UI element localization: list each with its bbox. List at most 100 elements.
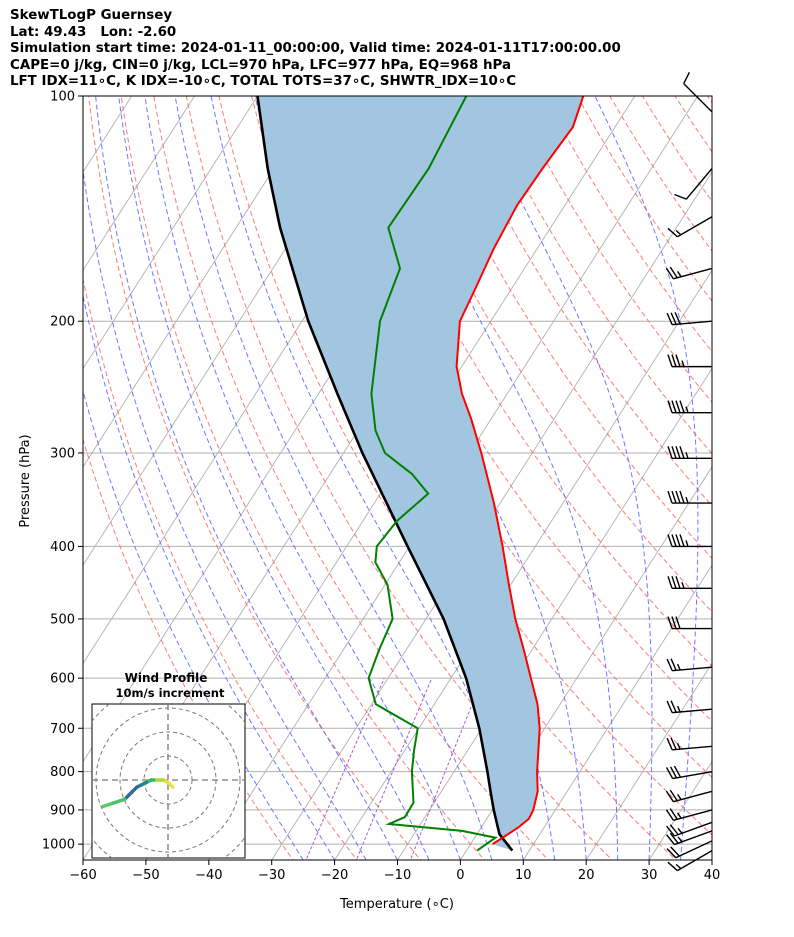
x-tick-label: −40 <box>195 868 222 883</box>
wind-barb-feather <box>671 446 677 459</box>
x-tick-label: −30 <box>258 868 285 883</box>
y-tick-label: 900 <box>50 803 75 818</box>
parcel-profile-line <box>256 96 514 852</box>
dry-adiabat-line <box>740 96 794 863</box>
chart-title-block: SkewTLogP Guernsey Lat: 49.43 Lon: -2.60… <box>10 8 621 91</box>
wind-barb <box>674 168 713 200</box>
wind-barb-staff <box>677 849 713 872</box>
wind-barb-half-feather <box>685 406 689 413</box>
mixing-ratio-line <box>305 678 385 860</box>
wind-barb-feather <box>674 312 681 325</box>
wind-barb-feather <box>669 832 679 844</box>
wind-barb <box>665 789 713 803</box>
wind-barb-feather <box>669 824 679 836</box>
isotherm-line <box>775 96 794 860</box>
wind-barb-half-feather <box>677 836 683 843</box>
dewpoint-line <box>367 96 498 852</box>
moist-adiabat-line <box>711 855 712 860</box>
x-tick-label: 30 <box>641 868 658 883</box>
wind-barb-feather <box>666 848 677 859</box>
wind-barb-staff <box>672 666 713 672</box>
mixing-ratio-line <box>355 678 433 860</box>
wind-barb <box>665 266 713 280</box>
y-tick-label: 700 <box>50 722 75 737</box>
wind-barb-feather <box>675 534 681 547</box>
wind-barb-staff <box>673 267 713 280</box>
moist-adiabat-line <box>95 96 398 860</box>
y-tick-label: 500 <box>50 612 75 627</box>
temperature-line <box>455 96 585 845</box>
moist-adiabat-line <box>174 96 493 860</box>
wind-barb <box>667 490 712 504</box>
hodograph-subtitle: 10m/s increment <box>116 686 225 700</box>
dry-adiabat-line <box>609 96 712 252</box>
dry-adiabat-line <box>251 96 712 836</box>
wind-barb-half-feather <box>677 812 682 819</box>
wind-barb-staff <box>672 745 713 751</box>
wind-barb <box>666 312 713 326</box>
dry-adiabat-line <box>88 96 422 860</box>
wind-barb-feather <box>670 312 677 325</box>
wind-barb-feather <box>665 809 674 821</box>
wind-barb-feather <box>666 700 673 713</box>
y-tick-label: 1000 <box>42 838 75 853</box>
isotherm-line <box>271 171 712 860</box>
moist-adiabat-line <box>471 96 653 860</box>
wind-barb-feather <box>675 354 681 367</box>
wind-barb-feather <box>683 71 690 84</box>
wind-barbs <box>665 71 713 872</box>
wind-barb <box>665 808 713 821</box>
wind-barb-feather <box>670 846 680 857</box>
dry-adiabat-line <box>773 96 794 863</box>
hodograph-inset: Wind Profile 10m/s increment <box>91 671 246 859</box>
wind-barb-feather <box>667 400 673 413</box>
isotherm-line <box>585 662 712 860</box>
wind-barb-feather <box>667 861 678 872</box>
isotherm-line <box>0 96 69 860</box>
wind-barb-feather <box>673 765 682 778</box>
hodograph-plot <box>92 704 245 858</box>
wind-barb <box>667 849 713 872</box>
x-tick-label: −20 <box>321 868 348 883</box>
wind-barb-staff <box>672 320 713 326</box>
wind-barb <box>667 354 712 368</box>
dry-adiabat-line <box>511 96 712 404</box>
wind-barb-feather <box>667 227 678 238</box>
wind-barb-feather <box>667 446 673 459</box>
y-axis-ticks: 1000 900 800 700 600 500 400 300 200 100 <box>42 90 83 853</box>
location-line: Lat: 49.43 Lon: -2.60 <box>10 24 177 40</box>
wind-barb-feather <box>666 658 673 671</box>
wind-barb-feather <box>667 534 673 547</box>
cape-shading <box>257 96 584 851</box>
x-axis-label: Temperature (∘C) <box>339 897 454 912</box>
wind-barb-staff <box>675 840 713 859</box>
wind-barb-staff <box>673 790 713 803</box>
moist-adiabat-line <box>83 389 304 860</box>
wind-barb-feather <box>671 534 677 547</box>
x-tick-label: 40 <box>704 868 721 883</box>
wind-barb-feather <box>679 490 685 504</box>
wind-barb <box>667 400 712 414</box>
wind-barb-feather <box>671 490 677 504</box>
wind-barb-feather <box>669 789 678 802</box>
wind-barb-staff <box>672 708 713 714</box>
wind-barb-staff <box>683 83 713 113</box>
wind-barb-feather <box>679 446 685 459</box>
dry-adiabat-line <box>83 276 358 860</box>
wind-barb-feather <box>666 312 673 325</box>
wind-barb-staff <box>674 821 713 837</box>
wind-barb-feather <box>675 616 681 629</box>
time-line: Simulation start time: 2024-01-11_00:00:… <box>10 41 621 56</box>
dry-adiabat-line <box>83 437 294 860</box>
wind-barb-half-feather <box>675 230 682 236</box>
dry-adiabat-line <box>348 96 712 667</box>
wind-barb-feather <box>679 400 685 413</box>
wind-barb-half-feather <box>685 496 689 504</box>
moist-adiabat-line <box>144 96 461 860</box>
wind-barb-feather <box>669 808 678 820</box>
wind-barb <box>667 616 712 630</box>
wind-barb <box>667 576 712 589</box>
wind-barb-half-feather <box>681 582 685 589</box>
wind-barb-feather <box>675 446 681 459</box>
